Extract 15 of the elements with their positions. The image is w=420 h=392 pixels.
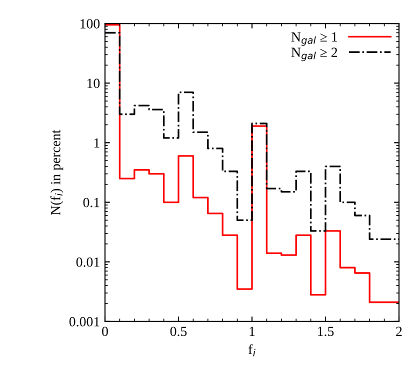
y-tick-label: 1 — [94, 138, 100, 148]
x-tick-label: 0.5 — [170, 326, 187, 336]
x-tick-label: 0 — [102, 326, 108, 336]
y-tick-label: 100 — [80, 19, 100, 28]
x-axis-title: f$_{i}$ — [248, 344, 256, 356]
legend-label: N$_{gal}$ ≥ 1 — [291, 32, 337, 46]
y-tick-label: 0.001 — [69, 317, 100, 326]
y-tick-label: 10 — [87, 78, 100, 88]
x-tick-label: 2 — [396, 326, 402, 336]
x-tick-label: 1.5 — [318, 326, 334, 336]
legend-label: N$_{gal}$ ≥ 2 — [291, 48, 338, 62]
y-axis-title: N(f$_{i}$) in percent — [50, 130, 64, 215]
x-tick-label: 1 — [250, 326, 255, 336]
y-tick-label: 0.01 — [76, 257, 100, 267]
y-tick-label: 0.1 — [83, 198, 100, 208]
